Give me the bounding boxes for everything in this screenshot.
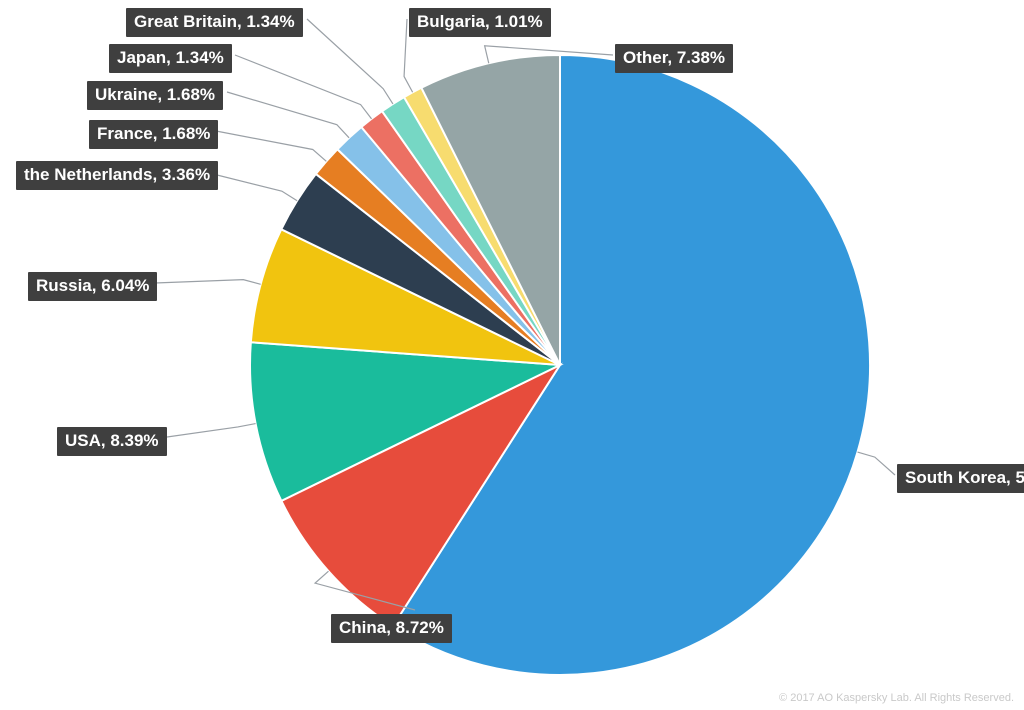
leader-line: [235, 55, 372, 119]
slice-label-bulgaria: Bulgaria, 1.01%: [409, 8, 551, 37]
leader-line: [155, 280, 261, 285]
slice-label-ukraine: Ukraine, 1.68%: [87, 81, 223, 110]
slice-label-usa: USA, 8.39%: [57, 427, 167, 456]
slice-label-china: China, 8.72%: [331, 614, 452, 643]
slice-label-great-britain: Great Britain, 1.34%: [126, 8, 303, 37]
slice-label-japan: Japan, 1.34%: [109, 44, 232, 73]
leader-line: [858, 452, 895, 475]
slice-label-south-korea: South Korea, 59.06%: [897, 464, 1024, 493]
slice-label-other: Other, 7.38%: [615, 44, 733, 73]
leader-line: [227, 92, 349, 138]
copyright-footer: © 2017 AO Kaspersky Lab. All Rights Rese…: [779, 692, 1014, 704]
leader-line: [160, 424, 256, 438]
leader-line: [216, 131, 326, 161]
leader-line: [205, 172, 297, 201]
pie-chart-container: © 2017 AO Kaspersky Lab. All Rights Rese…: [0, 0, 1024, 710]
slice-label-russia: Russia, 6.04%: [28, 272, 157, 301]
leader-line: [307, 19, 393, 104]
slice-label-france: France, 1.68%: [89, 120, 218, 149]
slice-label-the-netherlands: the Netherlands, 3.36%: [16, 161, 218, 190]
